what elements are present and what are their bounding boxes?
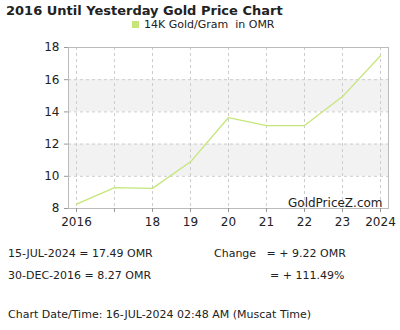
svg-text:18: 18 <box>145 215 160 229</box>
html-text:= + 111.49%: = + 111.49% <box>270 269 345 282</box>
html-text:30-DEC-2016 = 8.27 OMR: 30-DEC-2016 = 8.27 OMR <box>8 269 151 282</box>
html-text:GoldPriceZ.com: GoldPriceZ.com <box>288 196 383 210</box>
svg-text:19: 19 <box>183 215 198 229</box>
svg-text:10: 10 <box>44 169 59 183</box>
html-text:15-JUL-2024 = 17.49 OMR: 15-JUL-2024 = 17.49 OMR <box>8 247 153 260</box>
html-text:14K Gold/Gram in OMR: 14K Gold/Gram in OMR <box>144 18 275 31</box>
svg-text:18: 18 <box>44 40 59 54</box>
svg-text:16: 16 <box>44 73 59 87</box>
svg-text:14: 14 <box>44 105 59 119</box>
svg-text:12: 12 <box>44 137 59 151</box>
svg-text:8: 8 <box>52 201 60 215</box>
html-text:Change = + 9.22 OMR: Change = + 9.22 OMR <box>214 247 346 260</box>
svg-text:2024: 2024 <box>365 215 396 229</box>
svg-text:20: 20 <box>221 215 236 229</box>
svg-text:21: 21 <box>259 215 274 229</box>
svg-text:23: 23 <box>335 215 350 229</box>
html-text:2016 Until Yesterday Gold Pric: 2016 Until Yesterday Gold Price Chart <box>6 3 283 18</box>
html-text:Chart Date/Time: 16-JUL-2024 0: Chart Date/Time: 16-JUL-2024 02:48 AM (M… <box>8 308 312 321</box>
svg-text:2016: 2016 <box>61 215 92 229</box>
svg-text:22: 22 <box>297 215 312 229</box>
